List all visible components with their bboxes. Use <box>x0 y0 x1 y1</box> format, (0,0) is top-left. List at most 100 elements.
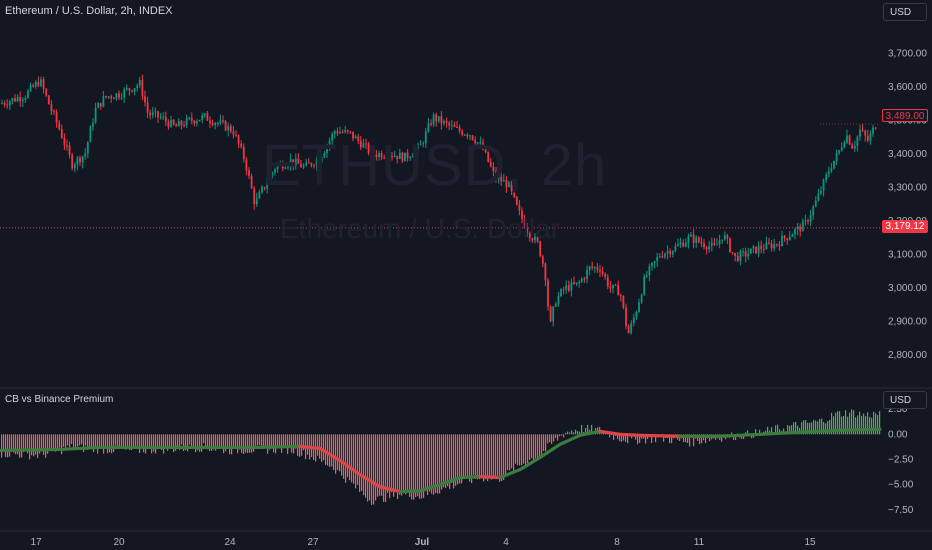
candle-up <box>872 127 874 134</box>
premium-bar-negative <box>173 434 175 453</box>
premium-bar-negative <box>425 434 427 492</box>
premium-bar-negative <box>93 434 95 452</box>
candle-down <box>567 285 570 291</box>
candle-up <box>287 165 289 168</box>
premium-bar-negative <box>271 434 273 447</box>
premium-bar-negative <box>127 434 129 447</box>
premium-bar-negative <box>437 434 439 494</box>
premium-bar-positive <box>815 420 817 435</box>
premium-bar-negative <box>507 434 509 471</box>
candle-down <box>528 232 531 239</box>
last-price-tag: 3,489.00 <box>882 109 928 122</box>
premium-bar-positive <box>869 416 871 435</box>
premium-bar-negative <box>227 434 229 449</box>
candle-up <box>843 142 846 148</box>
candle-down <box>380 153 383 158</box>
candle-down <box>736 255 739 262</box>
candle-up <box>398 152 401 159</box>
premium-bar-negative <box>83 434 85 453</box>
time-axis-label: 15 <box>804 537 816 548</box>
premium-bar-negative <box>349 434 351 481</box>
premium-bar-negative <box>671 434 673 444</box>
candle-down <box>263 187 266 189</box>
candle-up <box>432 114 435 125</box>
candle-up <box>643 276 646 295</box>
premium-ma-segment <box>58 445 102 452</box>
premium-bar-negative <box>375 434 377 501</box>
premium-bar-negative <box>39 434 41 454</box>
candle-up <box>658 256 661 258</box>
candle-up <box>274 169 276 173</box>
candle-up <box>632 317 635 324</box>
candle-up <box>8 101 11 106</box>
candle-down <box>536 236 539 242</box>
premium-bar-negative <box>209 434 211 451</box>
premium-bar-negative <box>435 434 437 494</box>
premium-bar-negative <box>401 434 403 496</box>
candle-up <box>198 119 201 122</box>
premium-bar-negative <box>479 434 481 480</box>
candle-down <box>248 170 250 176</box>
candle-down <box>697 237 700 242</box>
candle-down <box>778 244 781 246</box>
premium-bar-negative <box>421 434 423 499</box>
premium-bar-negative <box>257 434 259 446</box>
candle-down <box>157 111 159 118</box>
candle-down <box>336 131 339 134</box>
candle-down <box>112 98 115 100</box>
premium-bar-negative <box>685 434 687 443</box>
premium-bar-positive <box>851 409 853 435</box>
premium-bar-negative <box>91 434 93 447</box>
premium-ma-segment <box>578 429 602 437</box>
premium-bar-negative <box>33 434 35 457</box>
premium-bar-negative <box>611 434 613 436</box>
premium-bar-positive <box>847 416 849 435</box>
candle-down <box>703 243 705 248</box>
candle-down <box>604 273 607 278</box>
candle-down <box>599 269 601 272</box>
premium-bar-negative <box>163 434 165 454</box>
premium-bar-negative <box>533 434 535 462</box>
premium-bar-negative <box>225 434 227 452</box>
candle-down <box>99 103 102 107</box>
candle-down <box>141 79 144 97</box>
premium-ma-segment <box>418 483 442 493</box>
candle-up <box>554 304 557 307</box>
candle-down <box>435 114 438 122</box>
premium-bar-negative <box>547 434 549 444</box>
candle-up <box>92 122 94 127</box>
premium-bar-negative <box>429 434 431 492</box>
candle-up <box>261 187 263 193</box>
premium-bar-negative <box>455 434 457 486</box>
premium-bar-negative <box>355 434 357 489</box>
premium-ma-segment <box>518 455 542 472</box>
candle-up <box>258 192 261 199</box>
candle-down <box>744 251 747 257</box>
premium-bar-negative <box>619 434 621 442</box>
currency-button[interactable]: USD <box>883 3 927 21</box>
premium-axis-tick-label: −2.50 <box>888 454 914 465</box>
premium-bar-negative <box>69 434 71 448</box>
premium-bar-negative <box>289 434 291 447</box>
premium-bar-negative <box>377 434 379 497</box>
premium-bar-negative <box>489 434 491 477</box>
candle-up <box>788 236 791 240</box>
premium-bar-negative <box>3 434 5 451</box>
candle-up <box>115 93 118 99</box>
indicator-currency-button[interactable]: USD <box>883 391 927 409</box>
premium-bar-negative <box>663 434 665 442</box>
premium-bar-negative <box>545 434 547 452</box>
premium-bar-negative <box>147 434 149 449</box>
candle-up <box>809 215 812 222</box>
candle-down <box>573 282 575 284</box>
candle-down <box>851 144 854 149</box>
candle-down <box>484 149 487 152</box>
candle-down <box>3 103 6 105</box>
candle-down <box>68 145 71 155</box>
price-axis-tick-label: 3,700.00 <box>888 48 927 59</box>
premium-bar-negative <box>85 434 87 446</box>
price-axis-tick-label: 3,100.00 <box>888 249 927 260</box>
candle-up <box>773 244 776 249</box>
price-axis-tick-label: 3,300.00 <box>888 182 927 193</box>
premium-bar-negative <box>59 434 61 448</box>
